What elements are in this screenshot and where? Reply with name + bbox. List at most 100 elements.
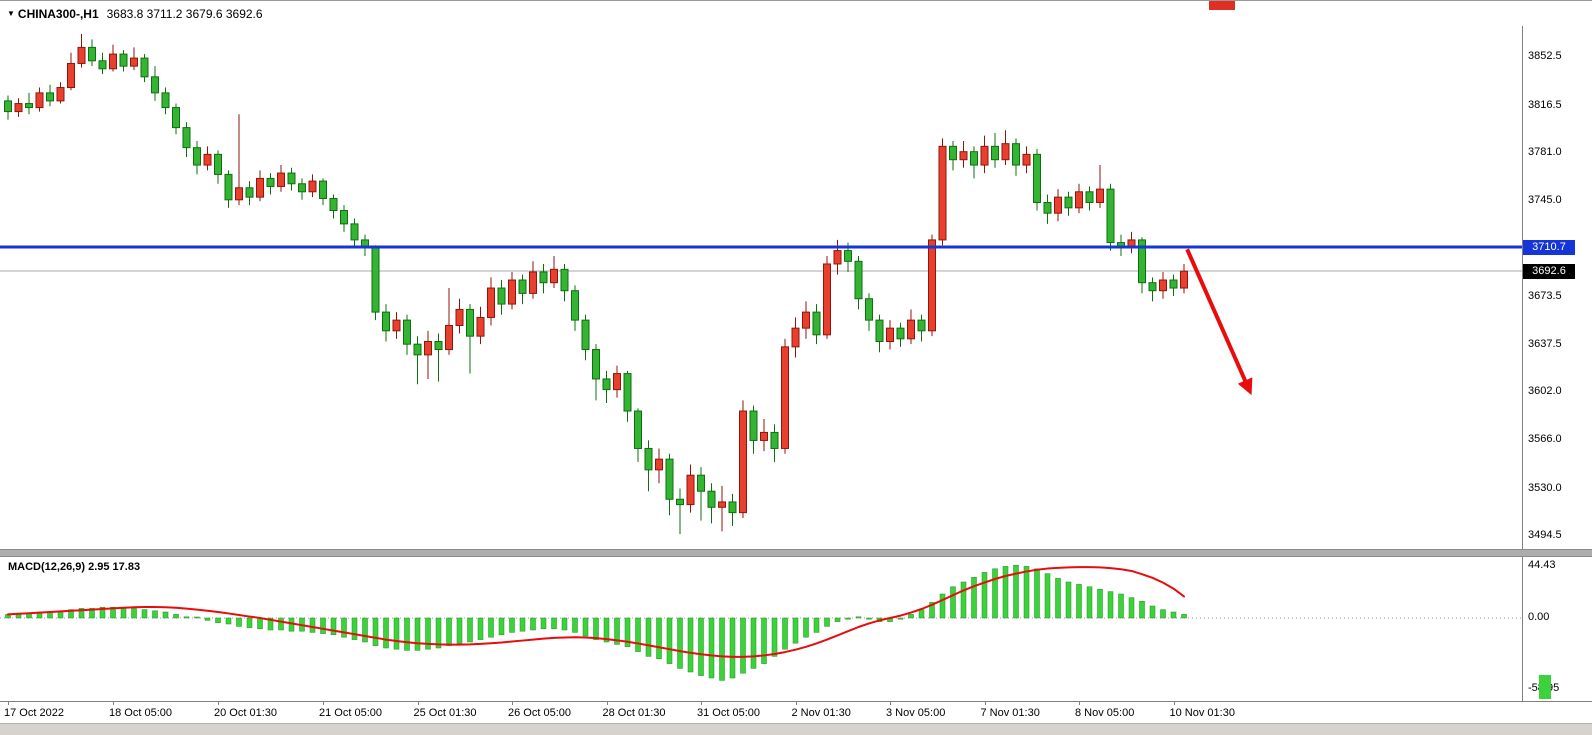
candle-body bbox=[329, 197, 338, 212]
candle-body bbox=[77, 46, 86, 64]
candle-body bbox=[550, 268, 558, 284]
candle-body bbox=[392, 319, 401, 332]
candle-body bbox=[35, 92, 44, 109]
macd-histogram-bar bbox=[603, 617, 610, 643]
macd-histogram-bar bbox=[1065, 581, 1072, 619]
macd-histogram-bar bbox=[372, 617, 379, 646]
macd-histogram-bar bbox=[561, 617, 568, 631]
time-axis-tick bbox=[512, 702, 513, 705]
candle-body bbox=[1043, 201, 1052, 214]
price-axis[interactable]: 3852.5 3816.5 3781.0 3745.0 3673.5 3637.5 3602… bbox=[1522, 26, 1592, 549]
candle-body bbox=[581, 319, 590, 351]
price-chart[interactable] bbox=[0, 26, 1522, 549]
macd-histogram-bar bbox=[68, 609, 74, 619]
candle-body bbox=[497, 287, 506, 305]
symbol-dropdown-icon[interactable]: ▼ bbox=[7, 9, 15, 18]
macd-histogram-bar bbox=[698, 617, 704, 676]
candle-body bbox=[1159, 279, 1167, 292]
macd-histogram-bar bbox=[740, 617, 746, 674]
time-axis-label: 21 Oct 05:00 bbox=[319, 707, 382, 719]
candle-body bbox=[1138, 239, 1146, 284]
candle-body bbox=[991, 145, 999, 161]
macd-histogram-bar bbox=[1097, 588, 1103, 619]
candle-body bbox=[1075, 191, 1083, 209]
time-axis[interactable]: 17 Oct 2022 18 Oct 05:00 20 Oct 01:30 21 Oc… bbox=[0, 701, 1592, 723]
macd-histogram-bar bbox=[89, 608, 95, 619]
candle-body bbox=[676, 498, 684, 506]
candle-body bbox=[949, 145, 957, 161]
macd-histogram-bar bbox=[320, 617, 326, 634]
candle-body bbox=[518, 279, 527, 294]
time-axis-label: 28 Oct 01:30 bbox=[602, 707, 666, 719]
macd-histogram-bar bbox=[855, 616, 862, 619]
time-axis-tick bbox=[606, 702, 608, 705]
macd-axis[interactable]: 44.430.00-58.95 bbox=[1522, 557, 1592, 701]
macd-histogram-bar bbox=[530, 617, 536, 631]
macd-histogram-bar bbox=[540, 617, 547, 630]
candle-body bbox=[476, 316, 485, 337]
macd-histogram-bar bbox=[845, 617, 851, 620]
macd-histogram-bar bbox=[645, 617, 652, 657]
time-axis-label: 26 Oct 05:00 bbox=[508, 707, 571, 719]
macd-histogram-bar bbox=[173, 614, 179, 619]
candle-body bbox=[434, 341, 443, 351]
candle-body bbox=[1096, 188, 1104, 203]
candle-body bbox=[1085, 191, 1094, 203]
symbol-timeframe-label: CHINA300-,H1 bbox=[17, 7, 99, 21]
macd-histogram-bar bbox=[593, 617, 599, 640]
candle-body bbox=[1022, 153, 1031, 166]
price-axis-tick: 3673.5 bbox=[1528, 289, 1562, 302]
candle-body bbox=[1001, 143, 1010, 161]
candle-body bbox=[865, 298, 873, 321]
macd-axis-tick: 44.43 bbox=[1528, 559, 1556, 571]
macd-histogram-bar bbox=[834, 617, 841, 622]
time-axis-label: 3 Nov 05:00 bbox=[886, 707, 946, 719]
macd-histogram-bar bbox=[1044, 573, 1051, 619]
candle-body bbox=[455, 308, 464, 326]
macd-histogram-bar bbox=[414, 617, 421, 651]
candle-body bbox=[350, 223, 359, 241]
candle-body bbox=[182, 127, 191, 149]
macd-histogram-bar bbox=[267, 617, 274, 631]
macd-histogram-bar bbox=[404, 617, 410, 651]
macd-histogram-bar bbox=[351, 617, 358, 640]
macd-histogram-bar bbox=[960, 581, 967, 619]
candle-body bbox=[340, 210, 348, 225]
macd-histogram-bar bbox=[1002, 566, 1009, 619]
time-axis-tick bbox=[890, 702, 891, 705]
macd-histogram-bar bbox=[614, 617, 620, 645]
candle-body bbox=[812, 311, 821, 336]
candle-body bbox=[539, 271, 548, 284]
macd-histogram-bar bbox=[1160, 609, 1166, 619]
macd-histogram-bar bbox=[99, 606, 106, 619]
candle-body bbox=[67, 62, 75, 89]
price-axis-tick: 3602.0 bbox=[1528, 385, 1562, 398]
candle-body bbox=[1033, 153, 1041, 203]
time-axis-tick bbox=[113, 702, 114, 705]
candle-body bbox=[298, 183, 306, 193]
candle-body bbox=[823, 263, 831, 336]
price-axis-tick: 3852.5 bbox=[1528, 50, 1562, 63]
panel-splitter[interactable] bbox=[0, 549, 1592, 557]
candle-body bbox=[25, 103, 33, 109]
macd-histogram-bar bbox=[792, 617, 799, 644]
price-axis-tick: 3637.5 bbox=[1528, 337, 1562, 350]
candle-body bbox=[371, 247, 380, 313]
macd-histogram-bar bbox=[498, 617, 505, 636]
candle-body bbox=[634, 410, 642, 449]
time-axis-tick bbox=[218, 702, 219, 705]
macd-panel[interactable] bbox=[0, 557, 1522, 701]
candle-body bbox=[749, 410, 758, 441]
macd-histogram-bar bbox=[1055, 578, 1061, 619]
macd-histogram-bar bbox=[467, 617, 473, 643]
candle-body bbox=[508, 279, 516, 305]
candle-body bbox=[119, 53, 128, 67]
macd-histogram-bar bbox=[488, 617, 494, 638]
candle-body bbox=[886, 327, 894, 343]
time-axis-label: 10 Nov 01:30 bbox=[1169, 707, 1235, 719]
candle-body bbox=[235, 187, 243, 201]
time-axis-tick bbox=[984, 702, 986, 705]
macd-histogram-bar bbox=[1086, 586, 1093, 619]
macd-histogram-bar bbox=[1023, 566, 1030, 619]
time-axis-label: 25 Oct 01:30 bbox=[413, 707, 477, 719]
